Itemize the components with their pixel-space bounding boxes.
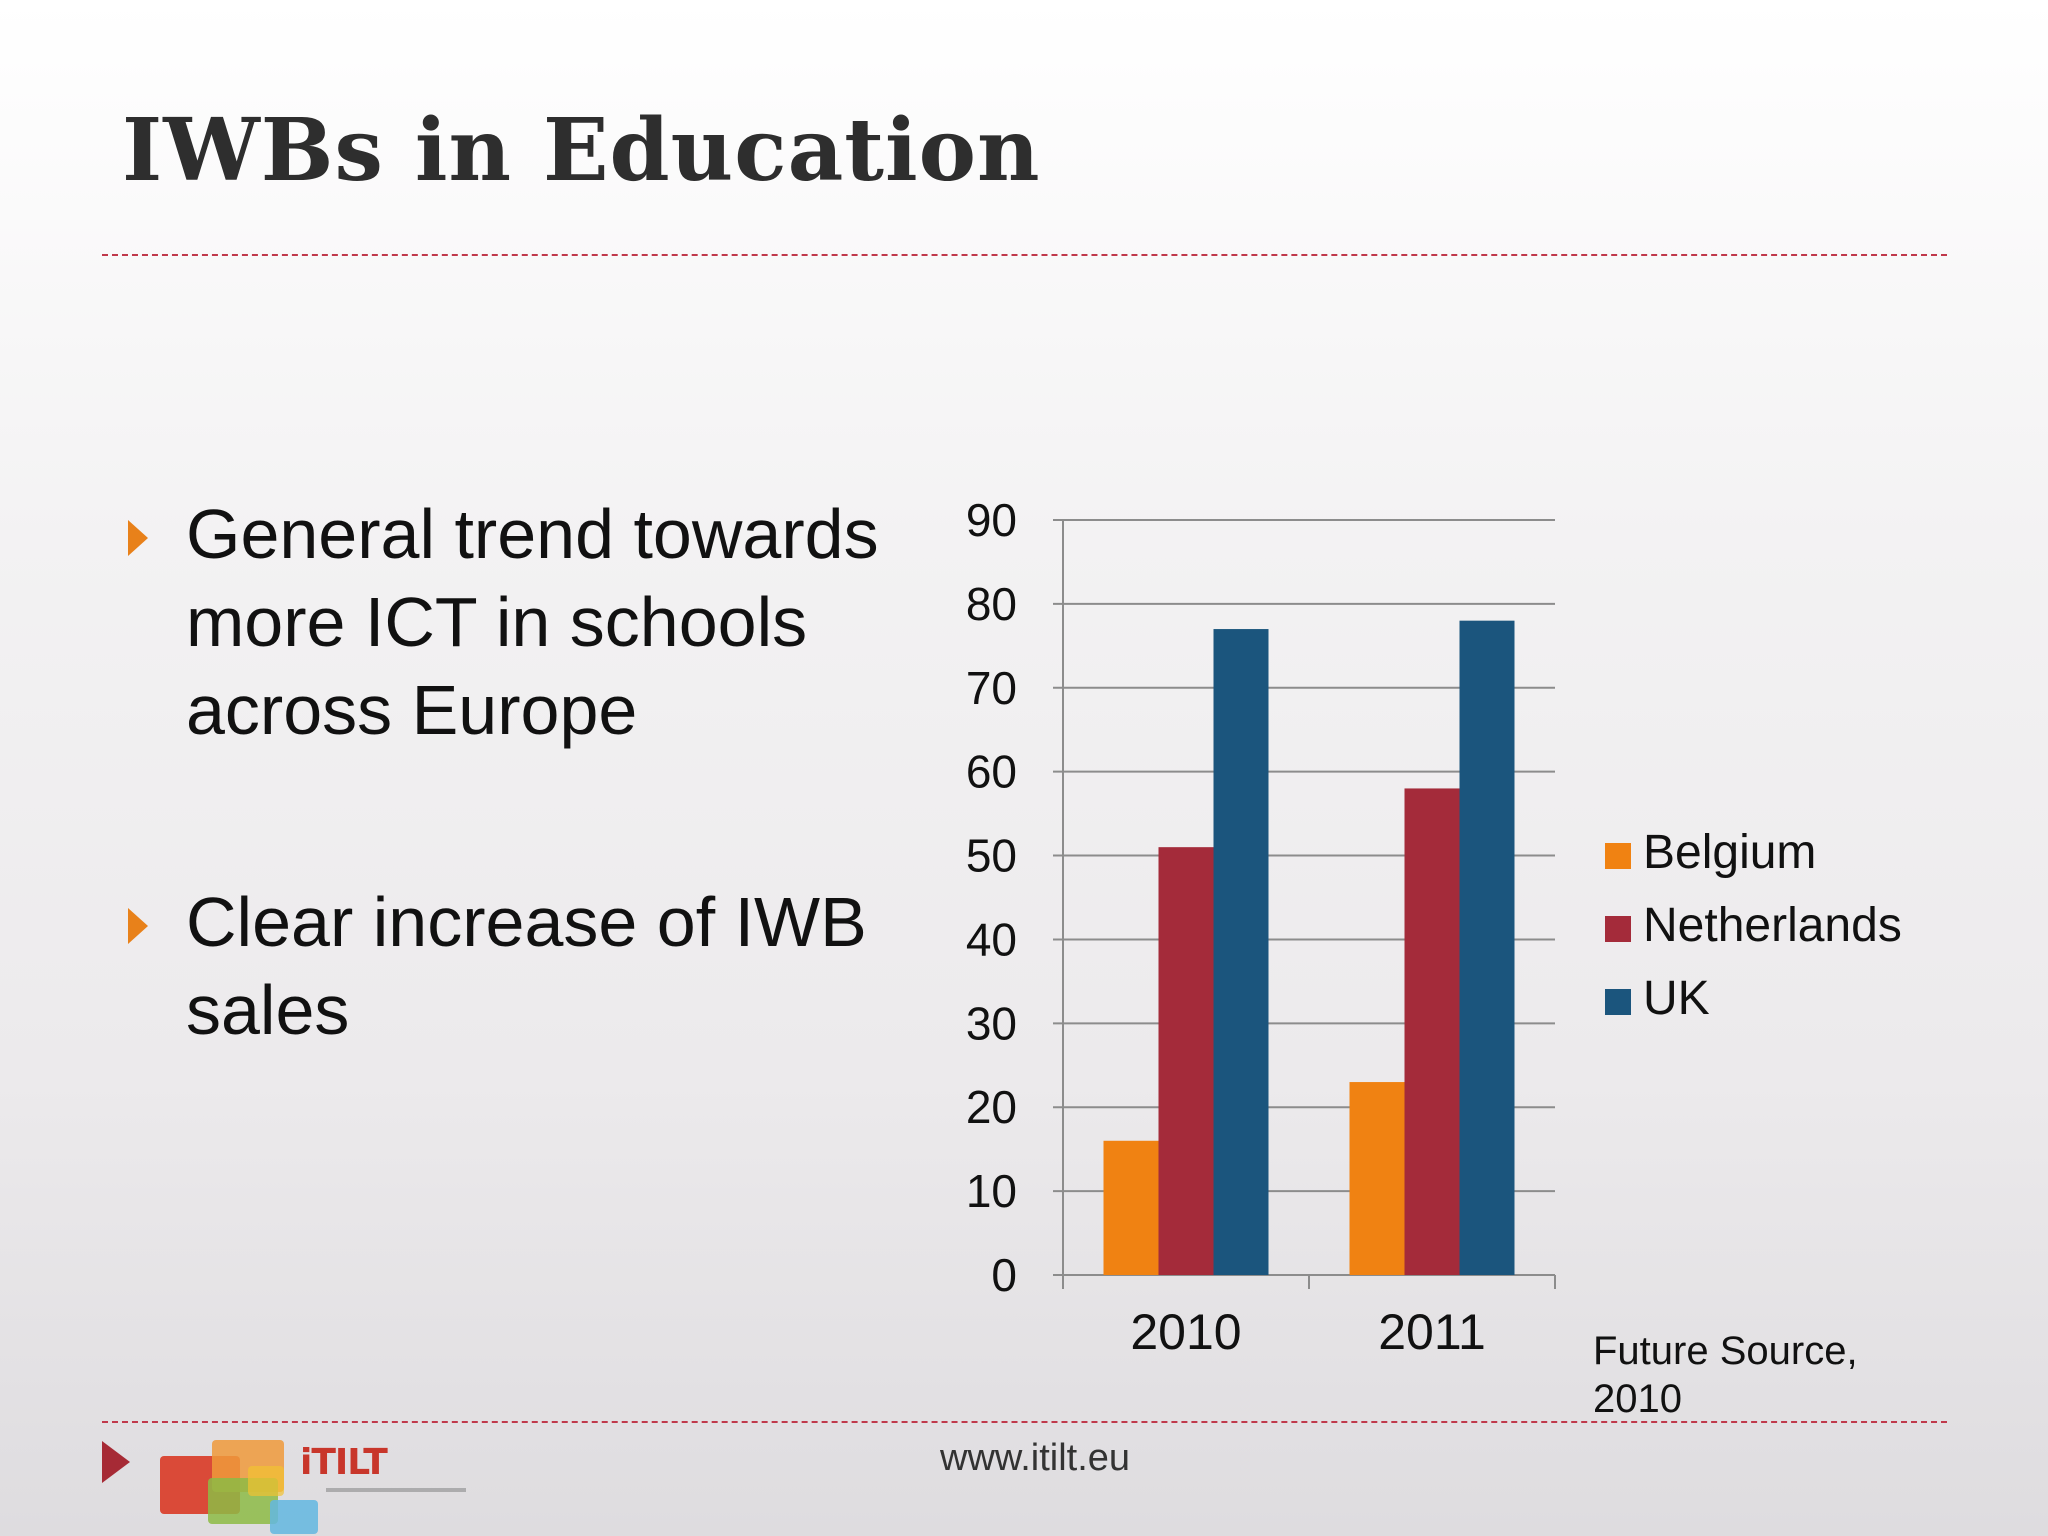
slide-title: IWBs in Education	[122, 100, 1041, 201]
y-tick-label: 80	[966, 578, 1017, 630]
bullet-item: Clear increase of IWB sales	[122, 878, 882, 1054]
y-tick-label: 20	[966, 1081, 1017, 1133]
bar	[1349, 1082, 1405, 1275]
source-citation: Future Source, 2010	[1593, 1329, 1858, 1421]
bar	[1404, 788, 1460, 1275]
legend-swatch	[1605, 843, 1631, 869]
bar	[1158, 847, 1214, 1275]
y-tick-label: 10	[966, 1165, 1017, 1217]
bullet-list: General trend towards more ICT in school…	[122, 490, 882, 1054]
y-tick-label: 0	[991, 1249, 1017, 1301]
footer-url: www.itilt.eu	[940, 1437, 1131, 1479]
bullet-text: General trend towards more ICT in school…	[186, 495, 879, 749]
chart-legend: Belgium Netherlands UK	[1605, 826, 1902, 1025]
legend-swatch	[1605, 916, 1631, 942]
title-divider	[102, 254, 1947, 256]
y-tick-label: 90	[966, 494, 1017, 546]
bullet-arrow-icon	[128, 908, 148, 944]
chart-labels: 0 10 20 30 40 50 60 70 80 90 2010 2011	[966, 494, 1486, 1360]
bar	[1459, 620, 1515, 1275]
legend-label: UK	[1643, 972, 1710, 1025]
footer-divider	[102, 1421, 1947, 1423]
bullet-item: General trend towards more ICT in school…	[122, 490, 882, 754]
x-tick-label: 2010	[1130, 1304, 1241, 1360]
x-tick-label: 2011	[1378, 1304, 1486, 1360]
bar	[1213, 629, 1269, 1275]
chart-bars	[1103, 620, 1515, 1275]
footer-arrow-icon	[102, 1441, 130, 1483]
legend-label: Belgium	[1643, 826, 1816, 879]
legend-label: Netherlands	[1643, 899, 1902, 952]
legend-swatch	[1605, 989, 1631, 1015]
y-tick-label: 60	[966, 746, 1017, 798]
y-tick-label: 30	[966, 997, 1017, 1049]
bar	[1103, 1140, 1159, 1275]
itilt-logo: iTILT	[158, 1436, 478, 1536]
bullet-arrow-icon	[128, 520, 148, 556]
logo-wordmark: iTILT	[300, 1442, 388, 1483]
y-tick-label: 70	[966, 662, 1017, 714]
bullet-text: Clear increase of IWB sales	[186, 883, 867, 1049]
y-tick-label: 50	[966, 830, 1017, 882]
y-tick-label: 40	[966, 913, 1017, 965]
